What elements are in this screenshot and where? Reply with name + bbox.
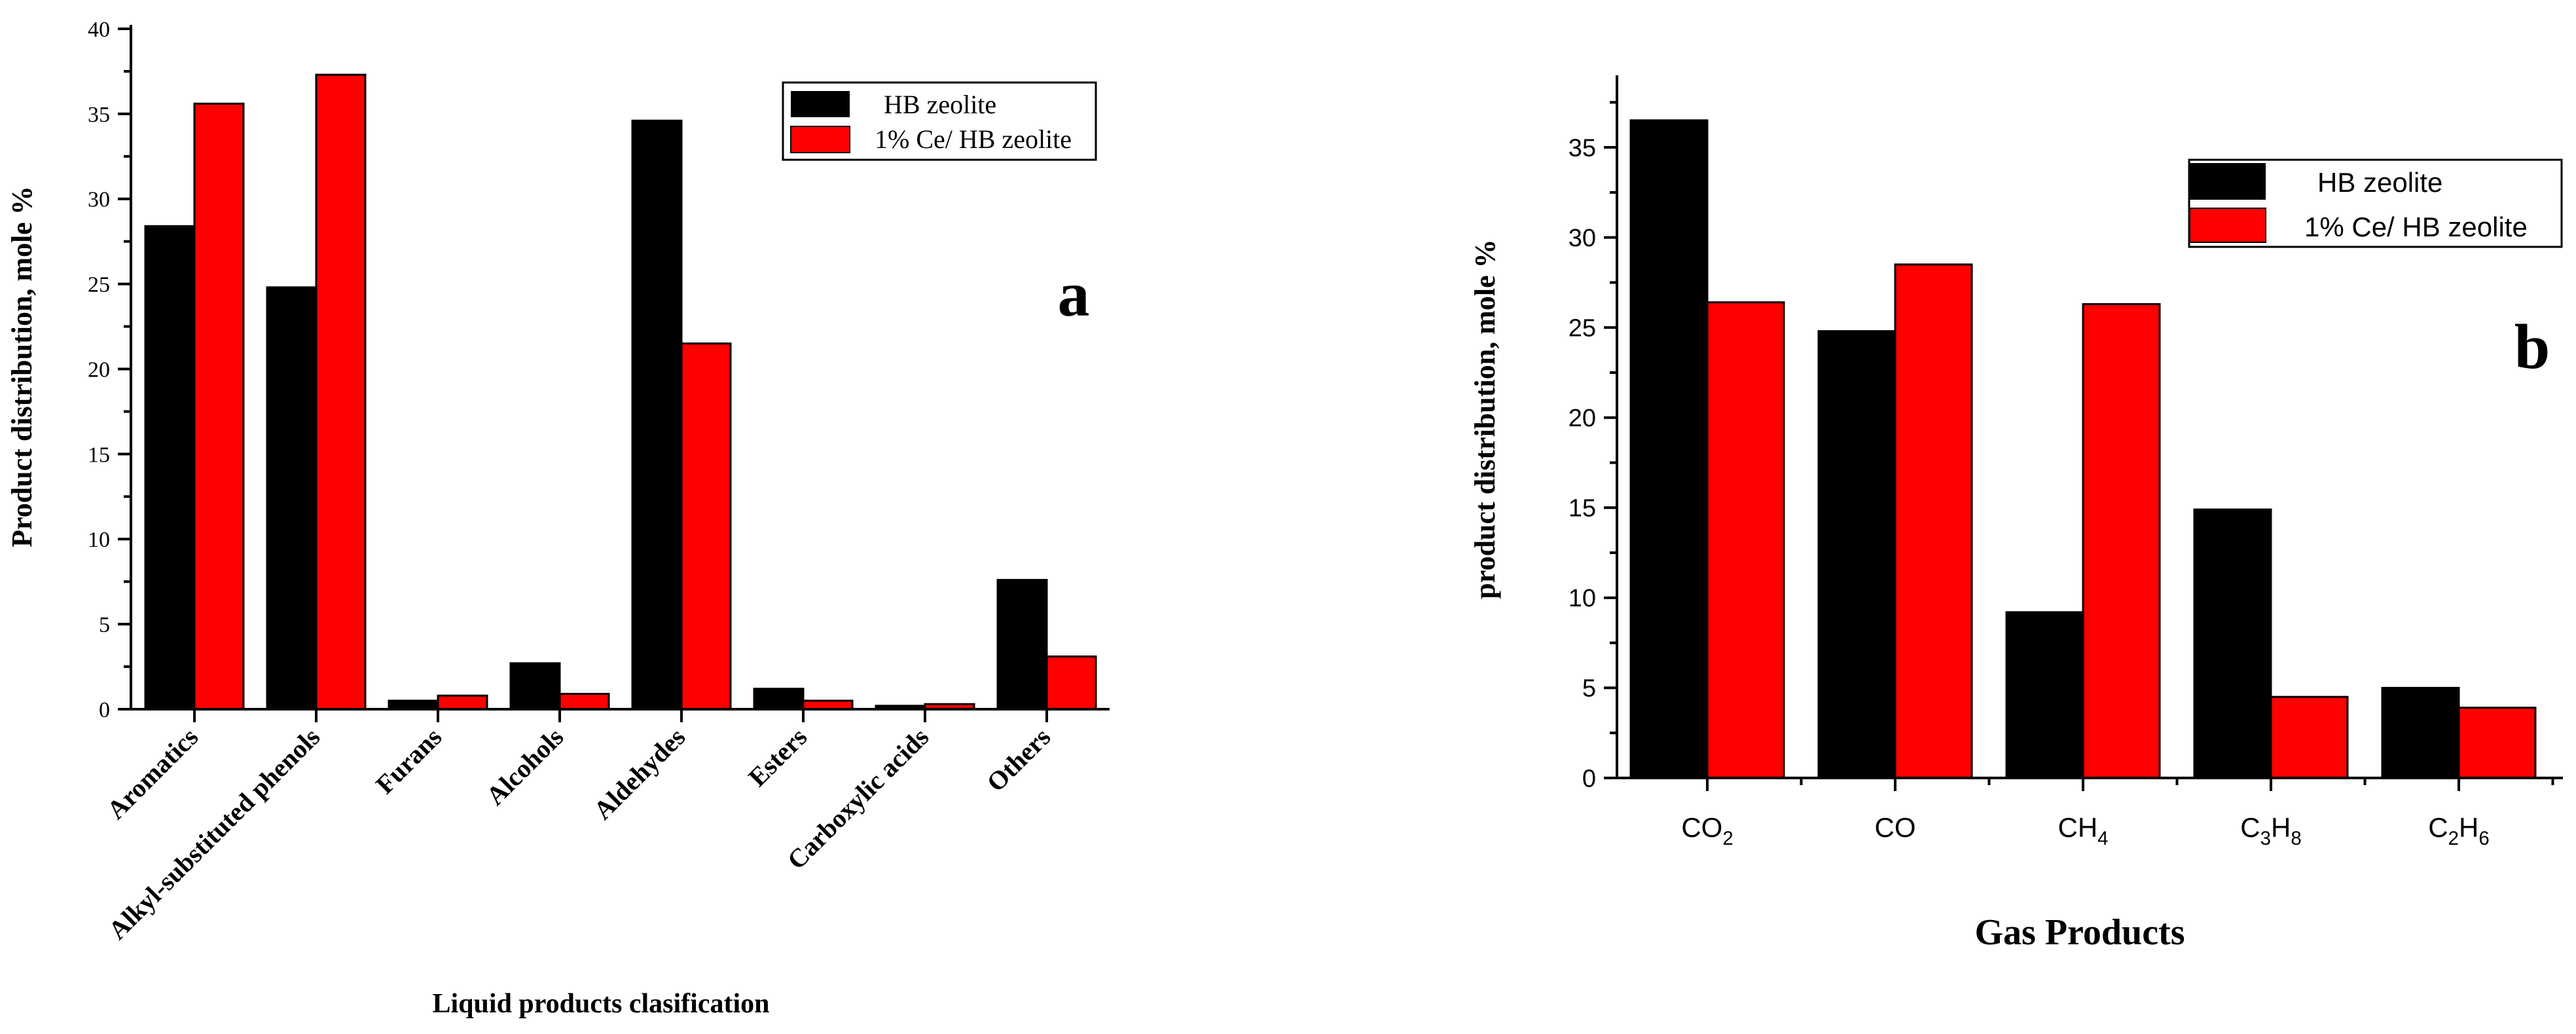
panel-a-legend: HB zeolite 1% Ce/ HB zeolite <box>782 81 1097 161</box>
bar-hb-aromatics <box>144 225 196 711</box>
y-tick-label: 10 <box>1569 585 1596 612</box>
y-tick-label: 15 <box>88 443 110 467</box>
bar-ce-co2 <box>1706 301 1785 779</box>
panel-a-y-ticks: 0 5 10 15 20 25 30 35 40 <box>88 18 131 722</box>
bar-ce-c2h6 <box>2458 707 2537 779</box>
y-tick-label: 30 <box>1569 225 1596 252</box>
bar-hb-c2h6 <box>2381 686 2460 779</box>
panel-b-chart: 0 5 10 15 20 25 30 35 CO2 CO CH4 C3H8 C2H6 b produc… <box>1469 75 2563 953</box>
panel-a-legend-label-hb: HB zeolite <box>884 90 996 119</box>
y-tick-label: 25 <box>1569 314 1596 342</box>
panel-a-x-axis-title: Liquid products clasification <box>433 989 770 1019</box>
panel-b-legend-label-ce: 1% Ce/ HB zeolite <box>2304 212 2528 242</box>
y-tick-label: 10 <box>88 528 110 552</box>
bar-ce-others <box>1045 655 1097 711</box>
panel-b-legend: HB zeolite 1% Ce/ HB zeolite <box>2188 158 2563 248</box>
bar-hb-ch4 <box>2005 611 2084 779</box>
panel-b-y-axis-title: product distribution, mole % <box>1469 239 1501 599</box>
panel-b-legend-label-hb: HB zeolite <box>2317 167 2442 198</box>
y-tick-label: 5 <box>99 613 110 637</box>
x-tick-label: CH4 <box>2058 812 2108 849</box>
y-tick-label: 0 <box>1582 765 1596 792</box>
panel-b-y-ticks: 0 5 10 15 20 25 30 35 <box>1569 101 1617 792</box>
panel-a-legend-swatch-hb <box>791 91 850 117</box>
y-tick-label: 20 <box>1569 405 1596 432</box>
panel-b-x-ticks: CO2 CO CH4 C3H8 C2H6 <box>1681 778 2554 849</box>
bar-hb-others <box>996 579 1048 711</box>
x-tick-label: CO <box>1875 812 1916 843</box>
y-tick-label: 5 <box>1582 675 1596 703</box>
y-tick-label: 40 <box>88 18 110 42</box>
bar-hb-co <box>1817 330 1896 779</box>
y-tick-label: 35 <box>88 103 110 127</box>
bar-hb-alcohols <box>509 662 561 711</box>
y-tick-label: 0 <box>99 698 110 722</box>
y-tick-label: 30 <box>88 188 110 212</box>
x-tick-label: CO2 <box>1681 812 1733 849</box>
panel-b-label: b <box>2514 312 2550 382</box>
bar-ce-aromatics <box>193 102 245 711</box>
panel-a-y-axis-title: Product distribution, mole % <box>6 186 38 547</box>
y-tick-label: 25 <box>88 273 110 297</box>
bar-ce-alkyl-substituted-phenols <box>315 73 367 711</box>
x-tick-label: C2H6 <box>2428 812 2489 849</box>
x-tick-label: C3H8 <box>2240 812 2301 849</box>
panel-a-legend-swatch-ce <box>790 126 850 153</box>
bar-hb-alkyl-substituted-phenols <box>266 286 317 711</box>
bar-hb-esters <box>753 688 805 711</box>
bar-ce-furans <box>437 694 488 711</box>
panel-a-label: a <box>1058 259 1090 330</box>
bar-hb-c3h8 <box>2193 508 2272 779</box>
y-tick-label: 15 <box>1569 495 1596 523</box>
bar-ce-ch4 <box>2082 303 2161 779</box>
bar-ce-co <box>1894 263 1973 779</box>
panel-b-legend-swatch-hb <box>2190 163 2266 200</box>
y-tick-label: 35 <box>1569 134 1596 162</box>
bar-ce-c3h8 <box>2270 695 2349 779</box>
y-tick-label: 20 <box>88 358 110 382</box>
panel-b-x-axis-title: Gas Products <box>1975 912 2185 953</box>
panel-a-legend-label-ce: 1% Ce/ HB zeolite <box>875 124 1072 154</box>
bar-ce-alcohols <box>558 693 610 711</box>
panel-a-bars <box>144 73 1097 711</box>
bar-hb-co2 <box>1629 119 1709 779</box>
bar-hb-aldehydes <box>631 119 683 711</box>
bar-ce-aldehydes <box>680 342 732 711</box>
panel-b-legend-swatch-ce <box>2189 208 2266 243</box>
